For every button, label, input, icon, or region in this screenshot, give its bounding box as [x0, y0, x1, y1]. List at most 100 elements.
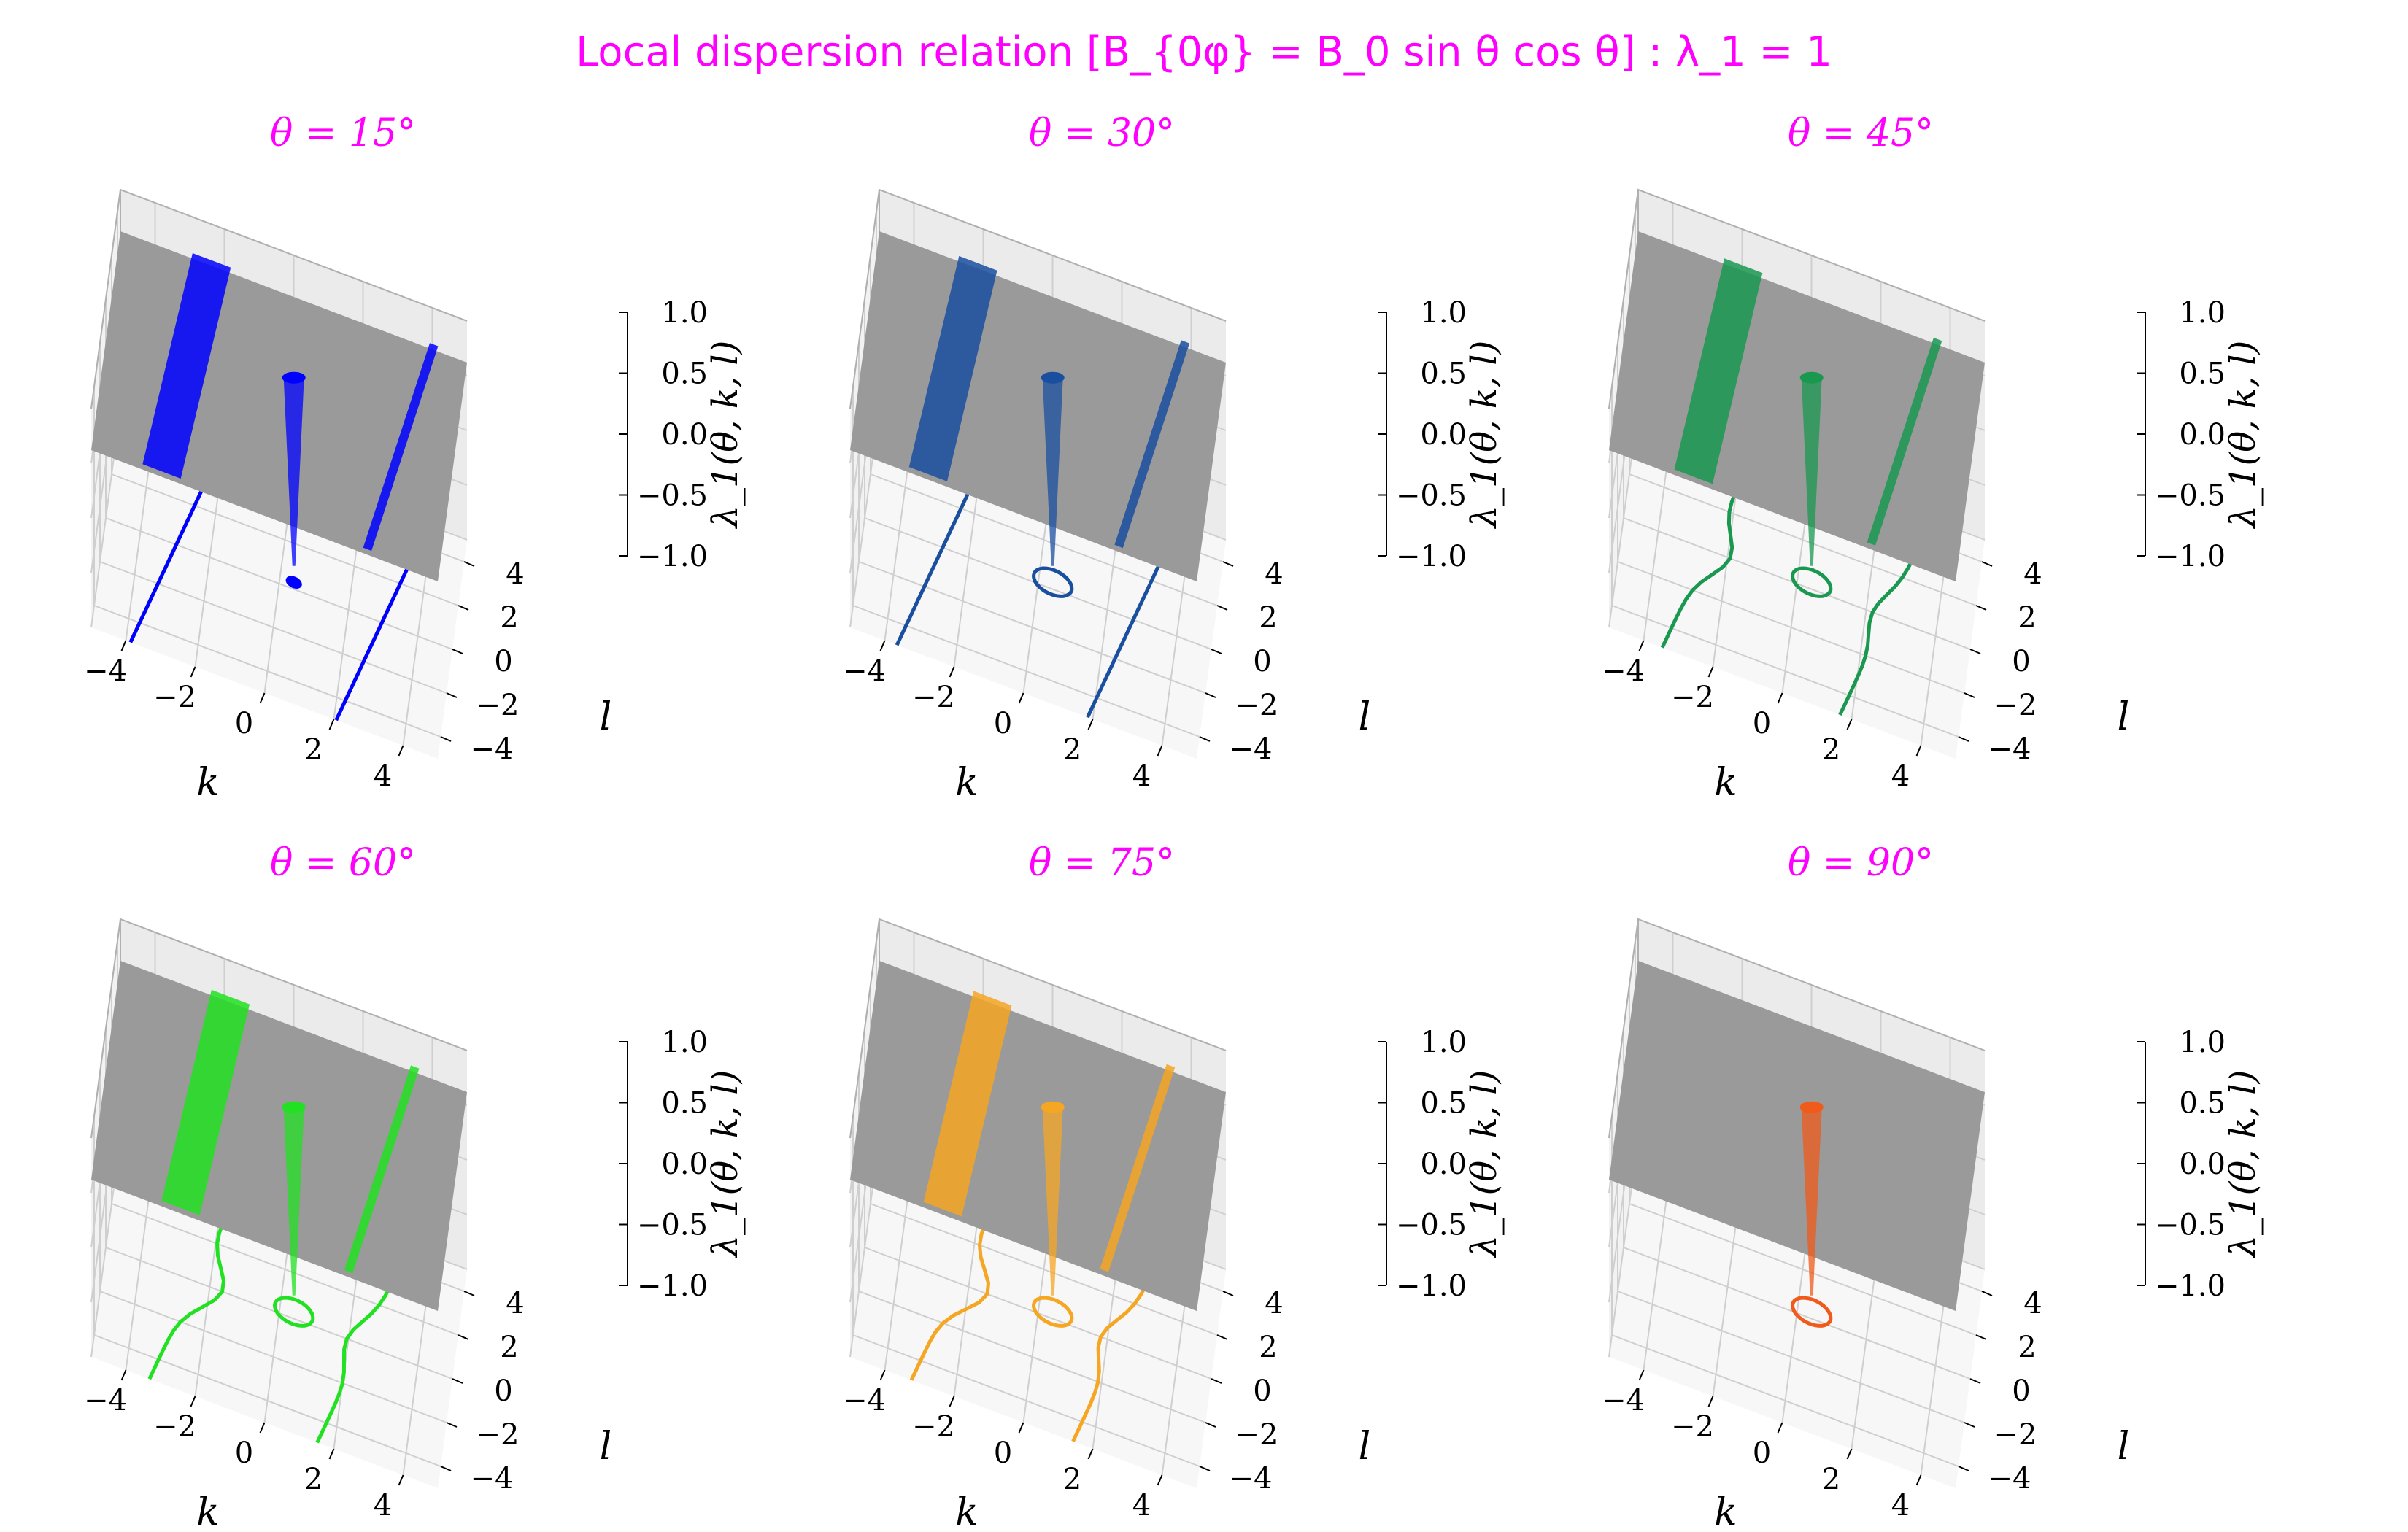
y-tick	[1211, 1378, 1222, 1384]
x-tick	[949, 1396, 955, 1407]
x-tick-label: −4	[1602, 1384, 1645, 1417]
z-tick-label: −1.0	[2155, 1269, 2226, 1303]
y-axis-label: l	[600, 695, 612, 739]
panel-title: θ = 60°	[270, 841, 416, 885]
x-axis-label: k	[955, 761, 979, 805]
x-tick-label: 2	[1063, 733, 1081, 767]
z-tick-label: 1.0	[2179, 296, 2226, 330]
panel-75: θ = 75° −4 −2 0 2 4 k −4 −2 0 2 4 l 1.0 0.5 0.0 −0.5 −1.0…	[843, 841, 1505, 1532]
spike-cap	[1041, 1101, 1065, 1113]
spike-cap	[282, 1101, 306, 1113]
y-tick	[1964, 1422, 1975, 1428]
y-tick-label: 2	[500, 601, 518, 635]
y-tick-label: 4	[506, 557, 524, 591]
z-tick-label: 0.0	[1420, 1148, 1467, 1181]
x-tick-label: 0	[235, 707, 253, 740]
x-tick	[1638, 640, 1645, 651]
x-tick	[120, 1369, 127, 1381]
x-tick	[1915, 1474, 1922, 1486]
x-tick	[398, 745, 404, 757]
y-tick-label: 4	[2023, 557, 2042, 591]
panel-title: θ = 90°	[1788, 841, 1934, 885]
surface-band-right	[1100, 1064, 1176, 1272]
x-tick-label: 4	[374, 1489, 392, 1523]
y-tick-label: 0	[1253, 1374, 1271, 1408]
x-tick	[1707, 666, 1714, 678]
x-tick	[1707, 1396, 1714, 1407]
y-tick-label: 0	[494, 1374, 512, 1408]
y-axis-label: l	[2118, 1425, 2130, 1469]
x-tick-label: 0	[1753, 1436, 1771, 1470]
surface-band-right	[363, 343, 439, 552]
y-tick-label: −2	[1994, 689, 2037, 722]
y-tick-label: −2	[476, 1418, 520, 1452]
x-tick	[1157, 745, 1163, 757]
y-tick	[463, 561, 475, 567]
z-tick-label: 1.0	[661, 1026, 708, 1059]
surface-band-left	[1674, 258, 1763, 484]
z-tick-label: 0.0	[661, 1148, 708, 1181]
spike-surface	[1042, 1107, 1063, 1296]
spike-surface	[1801, 377, 1822, 566]
y-tick	[440, 1466, 452, 1471]
y-tick	[1211, 649, 1222, 654]
x-tick-label: 4	[1891, 1489, 1910, 1523]
z-tick-label: 0.5	[1420, 1087, 1467, 1121]
y-tick-label: −4	[471, 1462, 514, 1496]
x-tick-label: 2	[304, 1463, 323, 1496]
y-axis-label: l	[1359, 695, 1371, 739]
z-axis-label: λ_1(θ, k, l)	[2223, 1070, 2264, 1259]
x-tick-label: 0	[994, 707, 1012, 740]
y-tick	[1205, 692, 1216, 698]
x-tick	[1915, 745, 1922, 757]
x-tick	[190, 1396, 196, 1407]
y-tick	[1981, 561, 1993, 567]
figure-title: Local dispersion relation [B_{0φ} = B_0 …	[576, 28, 1832, 76]
x-tick-label: 4	[1132, 1489, 1151, 1523]
plane-surface	[1609, 961, 1985, 1311]
x-tick-label: −4	[84, 654, 127, 688]
z-tick-label: −0.5	[637, 479, 708, 513]
x-axis-label: k	[955, 1490, 979, 1532]
y-tick-label: −4	[1230, 732, 1273, 766]
spike-cap	[1799, 371, 1824, 384]
y-tick-label: 0	[2012, 1374, 2030, 1408]
contour-loop	[272, 1296, 315, 1328]
x-tick-label: −4	[1602, 654, 1645, 688]
x-tick-label: 0	[1753, 707, 1771, 740]
x-tick-label: 2	[1063, 1463, 1081, 1496]
x-axis-label: k	[196, 761, 220, 805]
x-tick	[398, 1474, 404, 1486]
y-tick	[452, 649, 463, 654]
x-tick-label: −4	[84, 1384, 127, 1417]
z-tick-label: 0.0	[2179, 418, 2226, 452]
surface-band-left	[142, 253, 231, 479]
y-tick-label: 2	[500, 1331, 518, 1364]
y-tick-label: 2	[1259, 1331, 1277, 1364]
y-tick-label: −4	[1230, 1462, 1273, 1496]
contour-loop	[1790, 566, 1833, 598]
y-tick-label: −2	[1235, 689, 1278, 722]
y-tick	[1981, 1291, 1993, 1296]
z-tick-label: −0.5	[1396, 1209, 1467, 1242]
y-tick	[463, 1291, 475, 1296]
x-tick	[1157, 1474, 1163, 1486]
y-tick	[1964, 692, 1975, 698]
y-tick	[1216, 1334, 1228, 1340]
x-tick	[190, 666, 196, 678]
spike-cap	[1799, 1101, 1824, 1113]
y-tick	[458, 1334, 469, 1340]
z-tick-label: 0.0	[2179, 1148, 2226, 1181]
x-tick-label: −2	[1671, 1410, 1714, 1444]
z-tick-label: 0.5	[2179, 357, 2226, 391]
x-tick	[1777, 692, 1783, 704]
z-axis-label: λ_1(θ, k, l)	[2223, 341, 2264, 530]
z-tick-label: 0.0	[661, 418, 708, 452]
x-axis-label: k	[196, 1490, 220, 1532]
z-tick-label: 1.0	[1420, 1026, 1467, 1059]
surface-band-right	[1867, 337, 1942, 546]
panel-title: θ = 75°	[1029, 841, 1175, 885]
x-tick-label: 2	[1822, 733, 1840, 767]
y-tick	[1969, 1378, 1981, 1384]
x-tick-label: 0	[235, 1436, 253, 1470]
